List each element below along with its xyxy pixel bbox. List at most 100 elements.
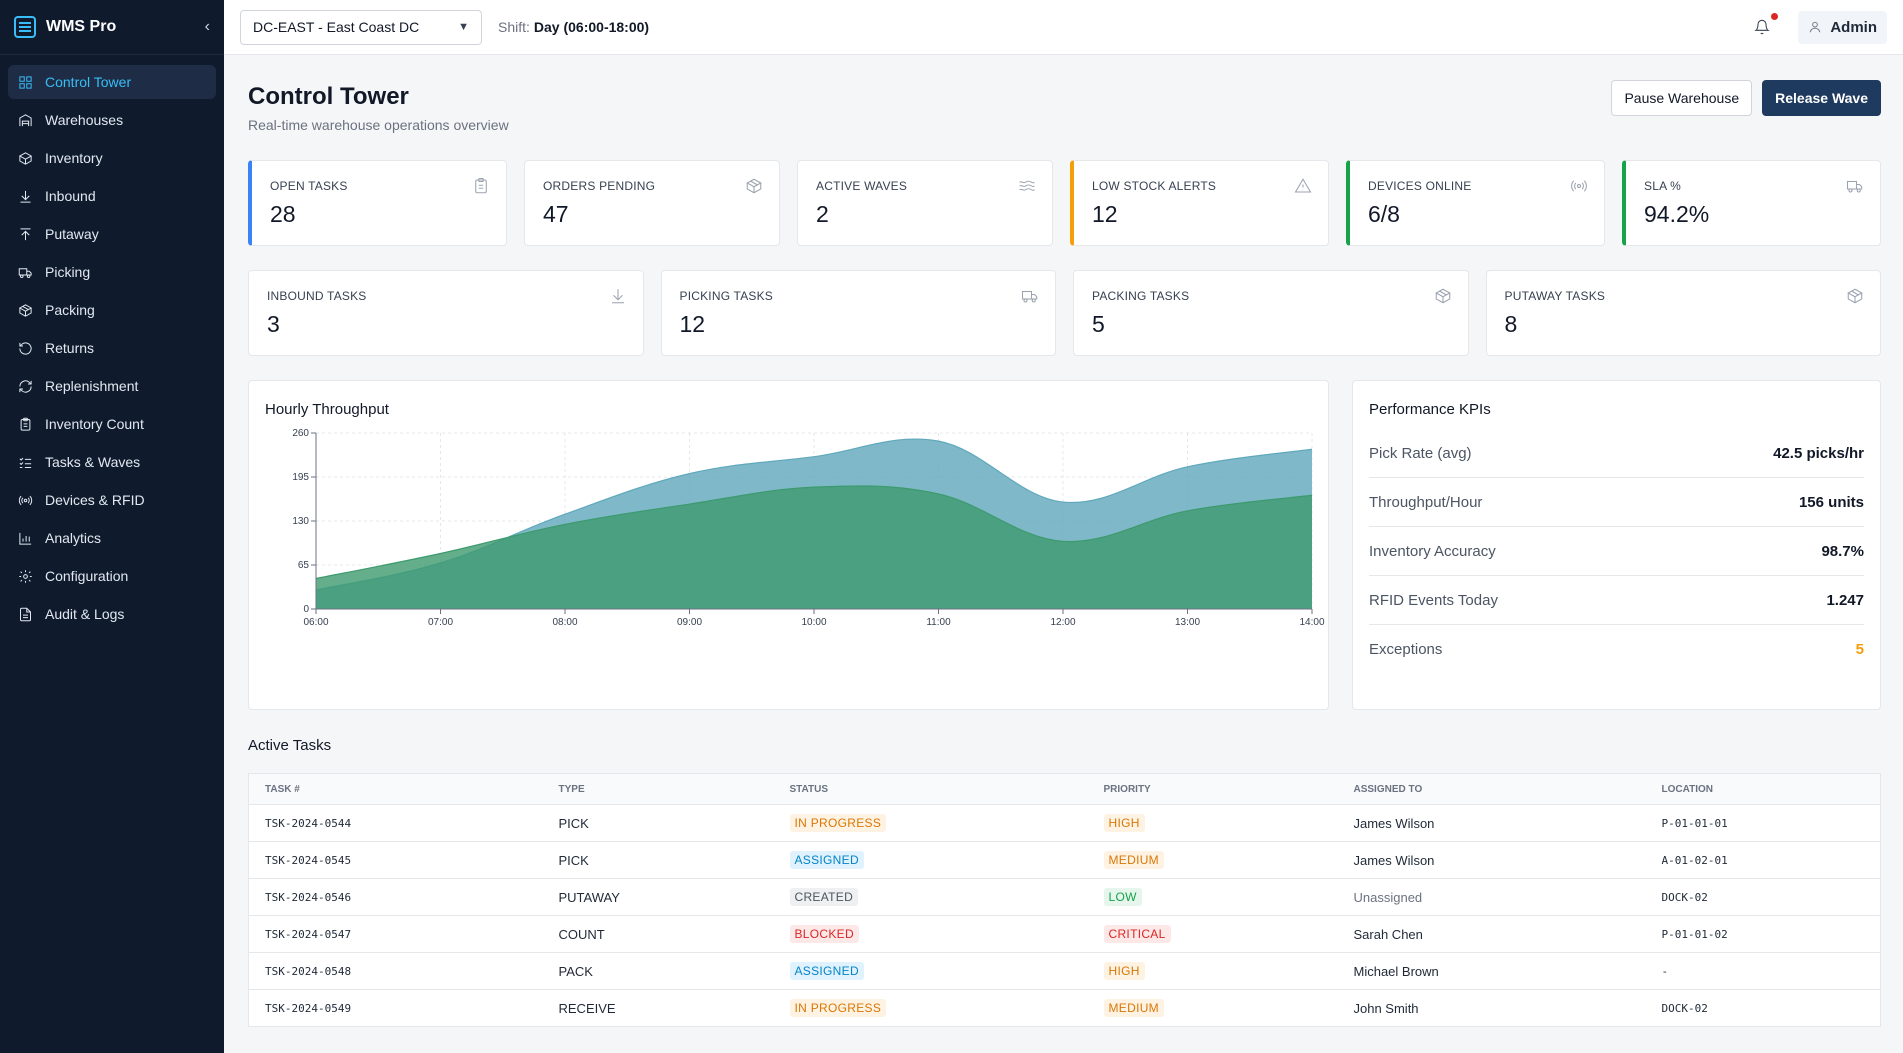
task-id: TSK-2024-0546 — [248, 878, 543, 916]
sidebar-item-configuration[interactable]: Configuration — [8, 559, 216, 593]
column-header-priority[interactable]: PRIORITY — [1087, 773, 1338, 805]
kpi-row-value: 42.5 picks/hr — [1773, 444, 1864, 462]
kpi-label: PICKING TASKS — [679, 289, 774, 303]
x-tick-label: 08:00 — [552, 617, 577, 628]
y-tick-label: 0 — [303, 604, 309, 615]
table-row[interactable]: TSK-2024-0548 PACK ASSIGNED HIGH Michael Bro… — [248, 952, 1881, 990]
sidebar-item-devices-and-rfid[interactable]: Devices & RFID — [8, 483, 216, 517]
clipboard-icon — [17, 416, 33, 432]
user-menu-button[interactable]: Admin — [1798, 10, 1887, 44]
y-tick-label: 260 — [292, 428, 309, 439]
sidebar-item-packing[interactable]: Packing — [8, 293, 216, 327]
refresh-icon — [17, 378, 33, 394]
x-tick-label: 07:00 — [428, 617, 453, 628]
kpi-label: PACKING TASKS — [1092, 289, 1190, 303]
table-row[interactable]: TSK-2024-0544 PICK IN PROGRESS HIGH James Wi… — [248, 804, 1881, 842]
kpi-label: OPEN TASKS — [270, 179, 348, 193]
gear-icon — [17, 568, 33, 584]
priority-badge: CRITICAL — [1103, 925, 1171, 943]
table-row[interactable]: TSK-2024-0549 RECEIVE IN PROGRESS MEDIUM Joh… — [249, 990, 1881, 1027]
sidebar-item-warehouses[interactable]: Warehouses — [8, 103, 216, 137]
sidebar-item-inventory[interactable]: Inventory — [8, 141, 216, 175]
kpi-row-value: 156 units — [1798, 493, 1864, 511]
sidebar-item-label: Inventory Count — [45, 416, 144, 432]
pause-warehouse-button[interactable]: Pause Warehouse — [1611, 80, 1753, 116]
kpi-label: LOW STOCK ALERTS — [1092, 179, 1217, 193]
task-location: P-01-01-02 — [1645, 915, 1881, 953]
truck-icon — [1021, 287, 1039, 305]
sidebar-item-label: Configuration — [45, 568, 129, 584]
task-status-cell: ASSIGNED — [773, 841, 1088, 879]
kpi-row-value: 98.7% — [1821, 542, 1864, 560]
list-checks-icon — [17, 454, 33, 470]
sidebar-item-picking[interactable]: Picking — [8, 255, 216, 289]
priority-badge: MEDIUM — [1103, 851, 1164, 869]
active-tasks-title: Active Tasks — [248, 737, 332, 754]
sidebar-item-inventory-count[interactable]: Inventory Count — [8, 407, 216, 441]
column-header-location[interactable]: LOCATION — [1645, 773, 1881, 805]
kpi-label: INBOUND TASKS — [267, 289, 367, 303]
kpi-row-exceptions: Exceptions 5 — [1369, 625, 1864, 674]
status-badge: BLOCKED — [789, 925, 859, 943]
kpi-row-primary: OPEN TASKS 28 ORDERS PENDING 47 ACTIVE WAVES… — [248, 160, 1881, 246]
kpi-row-label: Inventory Accuracy — [1369, 542, 1496, 560]
sidebar-item-replenishment[interactable]: Replenishment — [8, 369, 216, 403]
collapse-sidebar-icon[interactable]: ‹ — [204, 18, 210, 35]
sidebar-item-analytics[interactable]: Analytics — [8, 521, 216, 555]
kpi-card-picking-tasks: PICKING TASKS 12 — [660, 270, 1056, 356]
task-id: TSK-2024-0549 — [265, 1001, 352, 1015]
task-id: TSK-2024-0547 — [248, 915, 543, 953]
sidebar-item-tasks-and-waves[interactable]: Tasks & Waves — [8, 445, 216, 479]
notifications-button[interactable] — [1750, 13, 1779, 39]
task-id: TSK-2024-0548 — [248, 952, 543, 990]
status-badge: ASSIGNED — [789, 962, 864, 980]
file-text-icon — [17, 606, 33, 622]
task-priority-cell: CRITICAL — [1087, 915, 1338, 953]
kpi-card-devices-online: DEVICES ONLINE 6/8 — [1346, 160, 1605, 246]
table-header-row: TASK # TYPE STATUS PRIORITY ASSIGNED TO LOCAT… — [248, 773, 1881, 805]
y-tick-label: 130 — [292, 516, 309, 527]
release-wave-button[interactable]: Release Wave — [1762, 80, 1881, 116]
column-header-assigned-to[interactable]: ASSIGNED TO — [1337, 773, 1646, 805]
priority-badge: MEDIUM — [1103, 999, 1164, 1017]
sidebar-item-label: Picking — [45, 264, 91, 280]
header-actions: Pause Warehouse Release Wave — [1611, 80, 1881, 116]
kpi-row-inventory-accuracy: Inventory Accuracy 98.7% — [1369, 527, 1864, 576]
sidebar-item-inbound[interactable]: Inbound — [8, 179, 216, 213]
sidebar-item-label: Returns — [45, 340, 95, 356]
column-header-type[interactable]: TYPE — [542, 773, 774, 805]
task-status-cell: IN PROGRESS — [773, 804, 1088, 842]
kpi-label: SLA % — [1644, 179, 1682, 193]
bell-icon — [1754, 19, 1771, 35]
box-icon — [17, 150, 33, 166]
truck-icon — [1846, 177, 1864, 195]
kpi-value: 8 — [1504, 311, 1518, 337]
truck-icon — [17, 264, 33, 280]
sidebar-item-audit-and-logs[interactable]: Audit & Logs — [8, 597, 216, 631]
sidebar-item-returns[interactable]: Returns — [8, 331, 216, 365]
task-location: A-01-02-01 — [1645, 841, 1881, 879]
task-priority-cell: LOW — [1087, 878, 1338, 916]
kpi-card-active-waves: ACTIVE WAVES 2 — [797, 160, 1053, 246]
column-header-status[interactable]: STATUS — [773, 773, 1088, 805]
table-row[interactable]: TSK-2024-0546 PUTAWAY CREATED LOW Unassigned… — [248, 878, 1881, 916]
page-title: Control Tower — [248, 83, 409, 110]
sidebar-item-label: Devices & RFID — [45, 492, 145, 508]
sidebar-item-control-tower[interactable]: Control Tower — [8, 65, 216, 99]
task-assignee: Michael Brown — [1337, 952, 1646, 990]
radio-icon — [17, 492, 33, 508]
notification-dot — [1771, 13, 1779, 20]
column-header-task[interactable]: TASK # — [248, 773, 543, 805]
task-priority-cell: HIGH — [1087, 952, 1338, 990]
table-row[interactable]: TSK-2024-0547 COUNT BLOCKED CRITICAL Sarah C… — [248, 915, 1881, 953]
chevron-down-icon: ▼ — [458, 21, 469, 33]
warehouse-select[interactable]: DC-EAST - East Coast DC ▼ — [240, 9, 482, 45]
sidebar-item-putaway[interactable]: Putaway — [8, 217, 216, 251]
task-priority-cell: MEDIUM — [1087, 841, 1338, 879]
shift-info: Shift: Day (06:00-18:00) — [498, 19, 649, 35]
table-row[interactable]: TSK-2024-0545 PICK ASSIGNED MEDIUM James Wil… — [248, 841, 1881, 879]
sidebar-item-label: Tasks & Waves — [45, 454, 141, 470]
download-icon — [609, 287, 627, 305]
status-badge: IN PROGRESS — [789, 999, 887, 1017]
clipboard-icon — [472, 177, 490, 195]
